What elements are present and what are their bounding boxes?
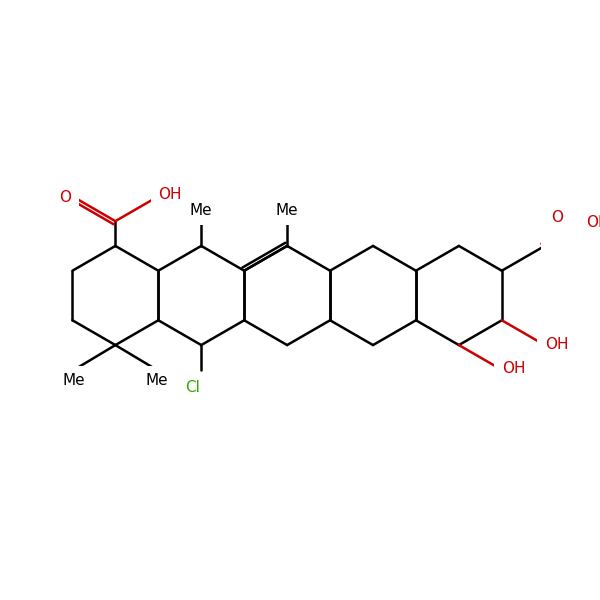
Text: Me: Me bbox=[145, 373, 168, 388]
Text: Me: Me bbox=[276, 203, 298, 218]
Text: O: O bbox=[551, 210, 563, 225]
Text: Me: Me bbox=[190, 203, 212, 218]
Text: OH: OH bbox=[586, 215, 600, 230]
Text: O: O bbox=[59, 190, 71, 205]
Text: Me: Me bbox=[62, 373, 85, 388]
Text: OH: OH bbox=[502, 361, 526, 376]
Text: Cl: Cl bbox=[185, 380, 200, 395]
Text: OH: OH bbox=[545, 337, 568, 352]
Text: OH: OH bbox=[158, 187, 182, 202]
